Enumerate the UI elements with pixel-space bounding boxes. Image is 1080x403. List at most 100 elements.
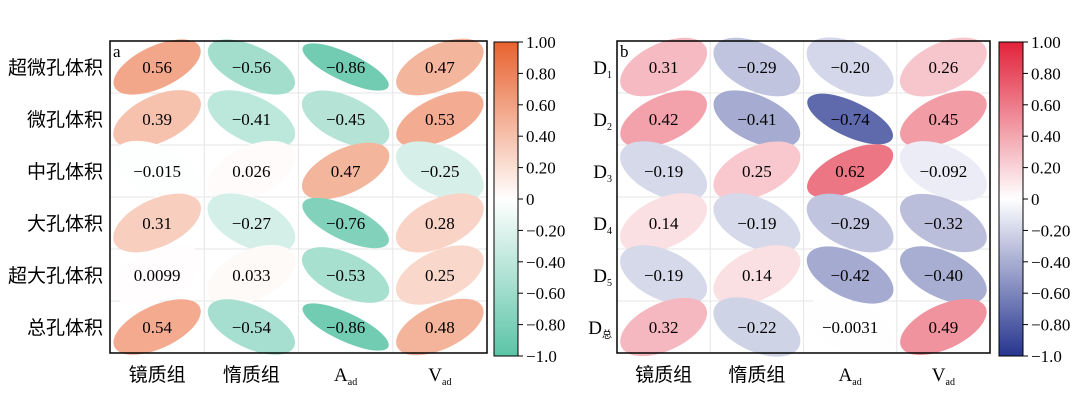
corr-ellipse — [899, 141, 987, 201]
colorbar-tick-label: −0.60 — [1031, 284, 1070, 303]
corr-value-label: −0.092 — [919, 162, 967, 181]
column-label: 镜质组 — [129, 364, 186, 386]
corr-value-label: −0.53 — [326, 266, 365, 285]
corr-value-label: −0.32 — [924, 214, 963, 233]
colorbar-tick-label: −0.20 — [526, 221, 565, 240]
corr-ellipse — [899, 193, 987, 253]
column-label: Aad — [334, 365, 357, 388]
row-label: 超微孔体积 — [8, 57, 103, 79]
colorbar-tick-label: −1.0 — [526, 347, 557, 366]
corr-value-label: 0.48 — [425, 318, 455, 337]
corr-ellipse — [113, 39, 201, 95]
corr-value-label: −0.41 — [737, 110, 776, 129]
corr-value-label: 0.0099 — [134, 266, 181, 285]
colorbar-tick-label: −0.20 — [1031, 221, 1070, 240]
corr-value-label: −0.45 — [326, 110, 365, 129]
colorbar-tick-label: 0 — [526, 190, 535, 209]
corr-value-label: −0.19 — [644, 162, 683, 181]
row-label: D5 — [593, 266, 612, 289]
corr-value-label: −0.20 — [830, 58, 869, 77]
corr-value-label: −0.56 — [232, 58, 271, 77]
corr-ellipse — [806, 193, 894, 253]
colorbar-tick-label: 0 — [1031, 190, 1040, 209]
corr-ellipse — [900, 90, 987, 148]
corr-ellipse — [713, 37, 801, 97]
corr-value-label: 0.31 — [649, 58, 679, 77]
corr-ellipse — [301, 247, 390, 303]
row-label: 中孔体积 — [27, 161, 103, 183]
corr-ellipse — [113, 299, 201, 355]
column-label: Aad — [839, 365, 862, 388]
colorbar-tick-label: −0.80 — [1031, 316, 1070, 335]
corr-ellipse — [620, 90, 707, 148]
column-label: Vad — [428, 365, 451, 388]
plot-frame — [109, 40, 488, 354]
corr-value-label: 0.14 — [649, 214, 679, 233]
corr-ellipse — [207, 140, 296, 202]
colorbar-tick-label: −0.40 — [526, 253, 565, 272]
corr-ellipse — [620, 193, 708, 253]
column-label: 镜质组 — [635, 364, 692, 386]
corr-value-label: 0.25 — [425, 266, 455, 285]
corr-value-label: −0.41 — [232, 110, 271, 129]
colorbar-tick-label: 0.60 — [526, 96, 556, 115]
corr-ellipse — [395, 193, 484, 253]
corr-ellipse — [301, 142, 390, 200]
corr-ellipse — [806, 246, 894, 304]
corr-ellipse — [302, 43, 389, 91]
corr-ellipse — [207, 193, 296, 253]
corr-value-label: 0.026 — [232, 162, 270, 181]
colorbar-tick-label: 0.60 — [1031, 96, 1061, 115]
colorbar-tick-label: 1.00 — [1031, 33, 1061, 52]
colorbar-tick-label: 0.20 — [526, 159, 556, 178]
corr-ellipse — [396, 91, 484, 147]
row-label: D3 — [593, 162, 612, 185]
row-label: D2 — [593, 110, 612, 133]
corr-value-label: −0.27 — [232, 214, 272, 233]
corr-ellipse — [713, 245, 801, 305]
corr-value-label: −0.40 — [924, 266, 963, 285]
corr-ellipse — [900, 246, 987, 304]
corr-ellipse — [207, 244, 296, 306]
corr-ellipse — [807, 93, 894, 145]
corr-ellipse — [395, 141, 484, 201]
corr-ellipse — [396, 38, 484, 96]
corr-ellipse — [806, 37, 894, 97]
row-label: 微孔体积 — [27, 109, 103, 131]
corr-ellipse — [113, 140, 202, 202]
corr-value-label: −0.19 — [644, 266, 683, 285]
plot-frame — [616, 40, 991, 354]
corr-ellipse — [807, 144, 894, 198]
corr-ellipse — [207, 39, 296, 95]
corr-value-label: 0.32 — [649, 318, 679, 337]
column-label: 惰质组 — [223, 364, 280, 386]
corr-value-label: −0.42 — [830, 266, 869, 285]
corr-ellipse — [113, 244, 202, 306]
corr-value-label: 0.28 — [425, 214, 455, 233]
corr-ellipse — [620, 245, 708, 305]
panel-b: 0.31 −0.29 −0.20 0.26 0.42 −0.41 −0.74 0.45 −0.1… — [588, 33, 1070, 388]
corr-ellipse — [713, 90, 801, 148]
corr-ellipse — [713, 193, 801, 253]
corr-value-label: 0.39 — [142, 110, 172, 129]
corr-ellipse — [620, 297, 708, 357]
row-label: D1 — [593, 58, 612, 81]
corr-ellipse — [113, 193, 202, 253]
colorbar-tick-label: 1.00 — [526, 33, 556, 52]
corr-value-label: 0.47 — [331, 162, 361, 181]
corr-value-label: 0.25 — [742, 162, 772, 181]
corr-ellipse — [207, 299, 296, 355]
corr-value-label: −0.015 — [133, 162, 181, 181]
row-label: 总孔体积 — [27, 317, 103, 339]
corr-value-label: 0.49 — [929, 318, 959, 337]
panel-letter: a — [113, 42, 121, 61]
colorbar-tick-label: 0.40 — [1031, 127, 1061, 146]
corr-ellipse — [900, 298, 987, 356]
colorbar — [998, 41, 1024, 357]
corr-value-label: −0.76 — [326, 214, 365, 233]
corr-ellipse — [620, 37, 708, 97]
row-label: D4 — [593, 214, 612, 237]
column-label: 惰质组 — [728, 364, 785, 386]
corr-ellipse — [302, 303, 389, 351]
